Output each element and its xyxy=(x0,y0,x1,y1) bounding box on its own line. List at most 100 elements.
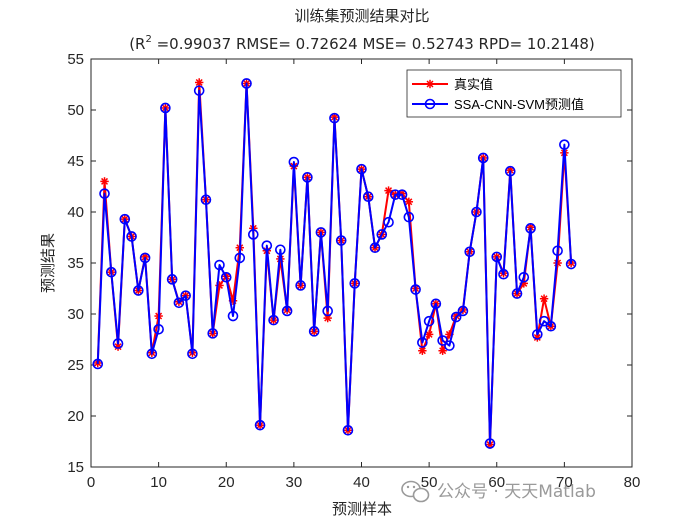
data-point-predicted xyxy=(105,266,117,278)
data-point-predicted xyxy=(207,328,219,339)
y-tick-label: 20 xyxy=(67,408,84,425)
data-point-real xyxy=(195,78,204,87)
data-point-predicted xyxy=(403,211,415,223)
data-point-predicted xyxy=(322,305,333,317)
data-point-predicted xyxy=(288,156,300,168)
y-tick-label: 15 xyxy=(67,459,84,476)
x-tick-label: 0 xyxy=(87,474,95,491)
series-line-predicted xyxy=(96,82,573,445)
x-axis-label: 预测样本 xyxy=(332,500,392,518)
data-point-predicted xyxy=(275,244,286,256)
data-point-predicted xyxy=(241,78,252,89)
data-point-predicted xyxy=(329,112,340,124)
x-tick-label: 60 xyxy=(488,474,505,491)
data-point-real xyxy=(438,346,447,355)
data-point-predicted xyxy=(254,419,266,431)
subtitle-superscript: 2 xyxy=(145,34,151,45)
data-point-predicted xyxy=(160,102,171,114)
watermark-text: 公众号 · 天天Matlab xyxy=(437,482,596,502)
legend-label-pred: SSA-CNN-SVM预测值 xyxy=(454,97,584,112)
series-layer xyxy=(92,78,577,449)
data-point-predicted xyxy=(552,245,563,257)
y-tick-label: 35 xyxy=(67,255,84,272)
data-point-predicted xyxy=(457,305,469,317)
data-point-predicted xyxy=(545,320,557,332)
data-point-predicted xyxy=(133,285,144,296)
data-point-predicted xyxy=(430,298,442,310)
y-ticks: 15 20 25 30 35 40 45 50 55 xyxy=(67,51,632,476)
data-point-predicted xyxy=(139,252,151,264)
plot-area xyxy=(90,58,633,468)
x-ticks: 0 10 20 30 40 50 60 70 80 xyxy=(87,59,641,491)
data-point-predicted xyxy=(92,358,104,370)
data-point-predicted xyxy=(146,348,158,360)
data-point-predicted xyxy=(302,172,313,183)
chart-subtitle: (R2 =0.99037 RMSE= 0.72624 MSE= 0.52743 … xyxy=(129,34,595,53)
y-tick-label: 30 xyxy=(67,306,84,323)
data-point-predicted xyxy=(119,213,131,225)
data-point-predicted xyxy=(525,223,536,234)
data-point-predicted xyxy=(126,231,137,242)
data-point-predicted xyxy=(504,165,516,177)
x-tick-label: 40 xyxy=(353,474,370,491)
x-tick-label: 10 xyxy=(150,474,167,491)
data-point-predicted xyxy=(227,310,239,322)
data-point-predicted xyxy=(498,268,509,280)
data-point-predicted xyxy=(484,438,496,449)
data-point-predicted xyxy=(112,338,124,349)
legend: 真实值 SSA-CNN-SVM预测值 xyxy=(406,69,622,118)
data-point-predicted xyxy=(234,252,246,264)
data-point-predicted xyxy=(248,229,259,240)
legend-marker-pred xyxy=(424,98,436,110)
data-point-predicted xyxy=(369,242,381,253)
data-point-predicted xyxy=(477,152,489,164)
data-point-predicted xyxy=(390,189,401,200)
watermark: 公众号 · 天天Matlab xyxy=(401,480,596,503)
data-point-predicted xyxy=(511,288,523,299)
wechat-icon xyxy=(401,480,430,503)
data-point-predicted xyxy=(335,235,347,246)
x-tick-label: 20 xyxy=(218,474,235,491)
data-point-real xyxy=(424,330,434,339)
data-point-predicted xyxy=(471,206,482,218)
data-point-predicted xyxy=(491,251,503,263)
x-tick-label: 70 xyxy=(556,474,573,491)
data-point-predicted xyxy=(268,314,279,326)
y-tick-label: 55 xyxy=(67,51,84,68)
y-tick-label: 25 xyxy=(67,357,84,374)
data-point-predicted xyxy=(559,139,570,150)
data-point-predicted xyxy=(450,311,462,323)
y-tick-label: 50 xyxy=(67,102,84,119)
y-tick-label: 40 xyxy=(67,204,84,221)
data-point-predicted xyxy=(565,258,577,270)
data-point-real xyxy=(100,177,109,186)
data-point-predicted xyxy=(518,271,530,283)
data-point-predicted xyxy=(376,229,388,240)
data-point-predicted xyxy=(444,340,455,351)
data-point-predicted xyxy=(464,246,476,258)
data-point-predicted xyxy=(153,323,164,335)
data-point-predicted xyxy=(356,163,367,175)
data-point-predicted xyxy=(214,259,225,271)
data-point-predicted xyxy=(410,284,421,295)
legend-box xyxy=(406,69,622,118)
data-point-predicted xyxy=(180,290,191,301)
data-point-predicted xyxy=(295,280,306,291)
data-point-predicted xyxy=(173,297,185,309)
x-tick-label: 50 xyxy=(421,474,438,491)
data-point-predicted xyxy=(532,329,543,340)
x-tick-label: 30 xyxy=(286,474,303,491)
chart-title: 训练集预测结果对比 xyxy=(294,7,429,25)
x-tick-label: 80 xyxy=(624,474,641,491)
data-point-predicted xyxy=(315,227,327,238)
data-point-predicted xyxy=(193,85,205,96)
data-point-predicted xyxy=(349,278,361,289)
subtitle-prefix: (R xyxy=(129,35,145,53)
data-point-predicted xyxy=(187,348,198,360)
y-axis-label: 预测结果 xyxy=(39,233,57,293)
data-point-predicted xyxy=(281,305,293,317)
data-point-predicted xyxy=(308,326,320,337)
legend-asterisk xyxy=(425,79,435,89)
data-point-predicted xyxy=(423,315,435,327)
data-point-real xyxy=(404,197,414,206)
